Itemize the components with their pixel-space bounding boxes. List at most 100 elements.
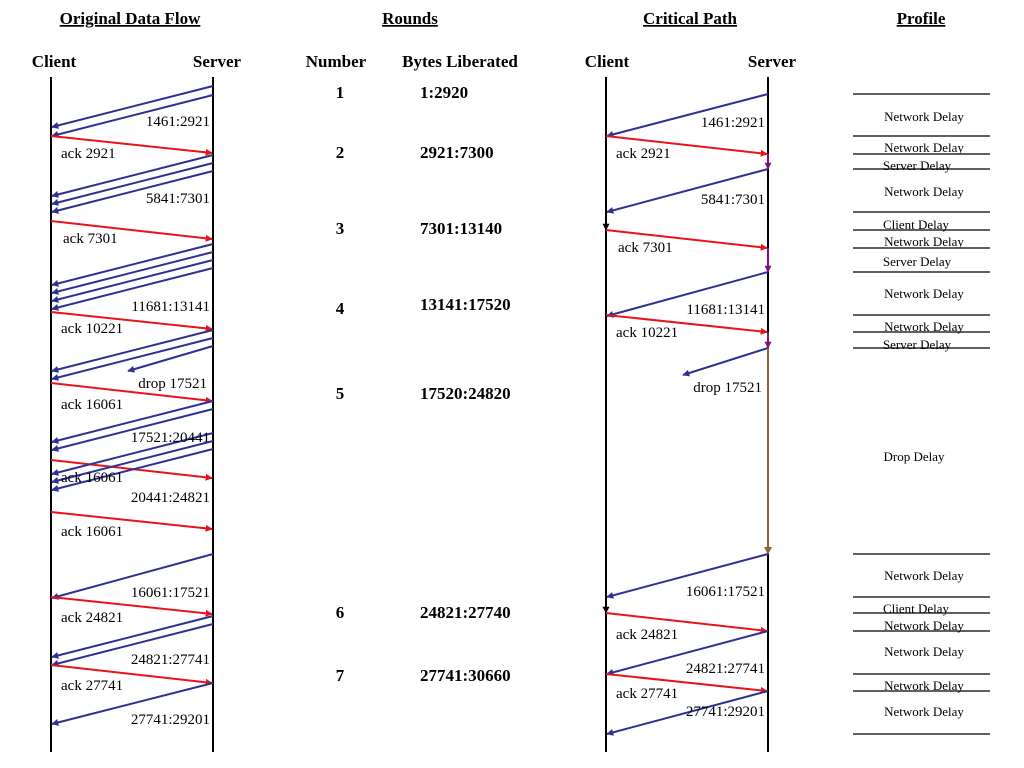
round-bytes: 7301:13140 bbox=[420, 219, 502, 238]
data-arrow bbox=[51, 623, 214, 667]
subheader-client-left: Client bbox=[32, 52, 77, 71]
profile-label: Network Delay bbox=[884, 234, 964, 249]
original-label: ack 16061 bbox=[61, 397, 123, 413]
profile-label: Network Delay bbox=[884, 704, 964, 719]
profile-label: Network Delay bbox=[884, 618, 964, 633]
header-original-data-flow: Original Data Flow bbox=[60, 9, 201, 28]
original-label: 1461:2921 bbox=[146, 114, 210, 130]
round-number: 1 bbox=[336, 83, 345, 102]
original-label: 24821:27741 bbox=[131, 652, 210, 668]
ack-arrow bbox=[50, 664, 213, 686]
critical-label: 27741:29201 bbox=[686, 704, 765, 720]
subheader-server-right: Server bbox=[748, 52, 797, 71]
header-rounds: Rounds bbox=[382, 9, 438, 28]
critical-label: 5841:7301 bbox=[701, 192, 765, 208]
round-bytes: 24821:27740 bbox=[420, 603, 511, 622]
data-arrow bbox=[51, 400, 214, 444]
dropped-data-arrow bbox=[127, 345, 214, 373]
data-arrow bbox=[606, 690, 769, 736]
original-label: 27741:29201 bbox=[131, 712, 210, 728]
ack-arrow bbox=[605, 612, 768, 634]
profile-label: Network Delay bbox=[884, 140, 964, 155]
data-arrow bbox=[51, 440, 214, 484]
ack-arrow bbox=[605, 314, 768, 335]
original-label: 20441:24821 bbox=[131, 490, 210, 506]
original-label: 17521:20441 bbox=[131, 430, 210, 446]
data-arrow bbox=[51, 94, 214, 138]
critical-path-arrows bbox=[602, 93, 772, 736]
profile-label: Network Delay bbox=[884, 644, 964, 659]
data-arrow bbox=[606, 630, 769, 676]
original-label: ack 2921 bbox=[61, 146, 116, 162]
data-arrow bbox=[51, 251, 214, 295]
data-arrow bbox=[51, 243, 214, 287]
profile-label: Client Delay bbox=[883, 601, 950, 616]
critical-path-labels: 1461:2921 ack 2921 5841:7301 ack 7301 11… bbox=[616, 115, 765, 720]
data-arrow bbox=[51, 448, 214, 492]
round-number: 7 bbox=[336, 666, 345, 685]
round-number: 4 bbox=[336, 299, 345, 318]
ack-arrow bbox=[50, 382, 213, 404]
original-label: ack 10221 bbox=[61, 321, 123, 337]
original-label: ack 16061 bbox=[61, 524, 123, 540]
profile-separators bbox=[853, 93, 990, 735]
round-bytes: 27741:30660 bbox=[420, 666, 511, 685]
critical-label: 16061:17521 bbox=[686, 584, 765, 600]
data-arrow bbox=[51, 170, 214, 214]
profile-label: Network Delay bbox=[884, 678, 964, 693]
critical-label: ack 10221 bbox=[616, 325, 678, 341]
round-number: 3 bbox=[336, 219, 345, 238]
round-number: 6 bbox=[336, 603, 345, 622]
round-bytes: 1:2920 bbox=[420, 83, 468, 102]
ack-arrow bbox=[605, 229, 768, 251]
ack-arrow bbox=[50, 311, 213, 332]
original-flow-labels: 1461:2921 ack 2921 5841:7301 ack 7301 11… bbox=[61, 114, 210, 728]
profile-label: Network Delay bbox=[884, 184, 964, 199]
header-profile: Profile bbox=[897, 9, 946, 28]
round-number: 2 bbox=[336, 143, 345, 162]
profile-label: Drop Delay bbox=[883, 449, 945, 464]
critical-label: drop 17521 bbox=[693, 380, 762, 396]
ack-arrow bbox=[50, 511, 213, 532]
data-arrow bbox=[606, 553, 769, 599]
original-flow-arrows bbox=[50, 85, 214, 726]
profile-label: Network Delay bbox=[884, 319, 964, 334]
original-label: 5841:7301 bbox=[146, 191, 210, 207]
original-label: drop 17521 bbox=[138, 376, 207, 392]
ack-arrow bbox=[605, 673, 768, 694]
profile-label: Network Delay bbox=[884, 568, 964, 583]
original-label: 16061:17521 bbox=[131, 585, 210, 601]
data-arrow bbox=[606, 271, 769, 318]
original-label: ack 27741 bbox=[61, 678, 123, 694]
original-label: ack 7301 bbox=[63, 231, 118, 247]
profile-label: Client Delay bbox=[883, 217, 950, 232]
header-critical-path: Critical Path bbox=[643, 9, 737, 28]
critical-label: ack 24821 bbox=[616, 627, 678, 643]
ack-arrow bbox=[50, 596, 213, 617]
critical-label: 24821:27741 bbox=[686, 661, 765, 677]
round-bytes: 17520:24820 bbox=[420, 384, 511, 403]
subheader-bytes-liberated: Bytes Liberated bbox=[402, 52, 518, 71]
critical-label: 1461:2921 bbox=[701, 115, 765, 131]
profile-labels: Network Delay Network Delay Server Delay… bbox=[883, 109, 964, 719]
critical-label: 11681:13141 bbox=[686, 302, 765, 318]
critical-label: ack 2921 bbox=[616, 146, 671, 162]
data-arrow bbox=[606, 168, 769, 214]
data-arrow bbox=[51, 553, 214, 600]
data-arrow bbox=[51, 162, 214, 206]
subheader-client-right: Client bbox=[585, 52, 630, 71]
data-arrow bbox=[51, 615, 214, 659]
data-arrow bbox=[606, 93, 769, 138]
profile-label: Network Delay bbox=[884, 286, 964, 301]
profile-label: Server Delay bbox=[883, 337, 952, 352]
rounds-table: 1 1:2920 2 2921:7300 3 7301:13140 4 1314… bbox=[336, 83, 511, 685]
ack-arrow bbox=[605, 135, 768, 157]
original-label: 11681:13141 bbox=[131, 299, 210, 315]
data-arrow bbox=[51, 337, 214, 381]
ack-arrow bbox=[50, 135, 213, 156]
data-arrow bbox=[51, 682, 214, 726]
original-label: ack 24821 bbox=[61, 610, 123, 626]
profile-label: Network Delay bbox=[884, 109, 964, 124]
profile-label: Server Delay bbox=[883, 254, 952, 269]
